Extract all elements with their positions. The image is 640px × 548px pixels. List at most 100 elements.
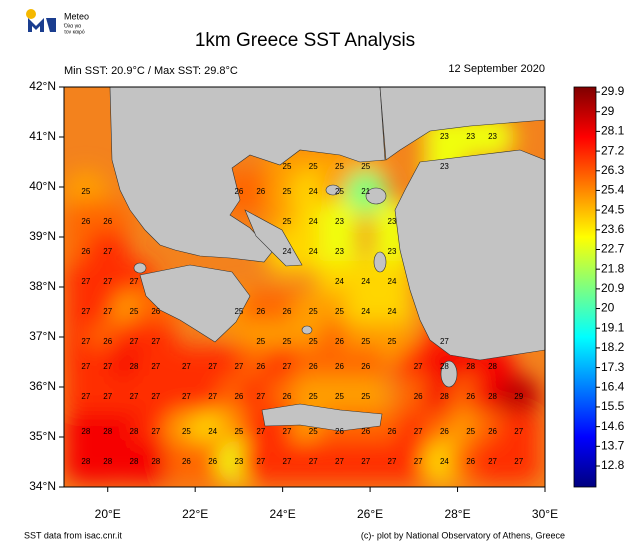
sst-label: 27 bbox=[283, 427, 292, 436]
sst-label: 27 bbox=[256, 457, 265, 466]
colorbar bbox=[573, 86, 597, 488]
sst-label: 25 bbox=[466, 427, 475, 436]
land bbox=[109, 87, 545, 432]
sst-label: 26 bbox=[256, 187, 265, 196]
sst-label: 25 bbox=[256, 337, 265, 346]
sst-label: 26 bbox=[81, 247, 90, 256]
euboea bbox=[244, 209, 303, 267]
sst-label: 28 bbox=[440, 392, 449, 401]
y-tick-label: 42°N bbox=[29, 79, 56, 93]
colorbar-tick-label: 14.6 bbox=[601, 419, 625, 433]
sst-cell bbox=[343, 375, 388, 419]
sst-label: 27 bbox=[388, 457, 397, 466]
sst-label: 27 bbox=[130, 277, 139, 286]
sst-label: 24 bbox=[283, 247, 292, 256]
sst-label: 25 bbox=[309, 337, 318, 346]
sst-label: 24 bbox=[208, 427, 217, 436]
x-tick-label: 24°E bbox=[270, 507, 296, 521]
x-tick-label: 22°E bbox=[182, 507, 208, 521]
sst-cell bbox=[133, 440, 178, 484]
value-labels: 23 23 23 25 25 25 25 23 25 26 26 25 24 25 21 26 26 25 24 23… bbox=[81, 132, 523, 466]
sst-label: 24 bbox=[361, 307, 370, 316]
colorbar-tick-label: 25.4 bbox=[601, 183, 625, 197]
footer-right: (c)- plot by National Observatory of Ath… bbox=[361, 530, 565, 540]
sst-label: 26 bbox=[361, 427, 370, 436]
sst-label: 28 bbox=[488, 392, 497, 401]
sst-label: 21 bbox=[361, 187, 370, 196]
sst-label: 24 bbox=[361, 277, 370, 286]
sst-label: 25 bbox=[283, 337, 292, 346]
logo: Meteo Όλα για τον καιρό bbox=[26, 9, 89, 35]
sst-label: 27 bbox=[514, 457, 523, 466]
peloponnese bbox=[139, 264, 251, 343]
sst-label: 27 bbox=[103, 362, 112, 371]
sst-label: 25 bbox=[335, 307, 344, 316]
sst-label: 26 bbox=[151, 307, 160, 316]
sst-label: 27 bbox=[182, 392, 191, 401]
sst-label: 26 bbox=[335, 362, 344, 371]
sst-label: 25 bbox=[309, 307, 318, 316]
y-tick-label: 34°N bbox=[29, 479, 56, 493]
sst-label: 25 bbox=[361, 337, 370, 346]
sst-label: 27 bbox=[283, 457, 292, 466]
sst-cell bbox=[496, 440, 541, 484]
sst-label: 26 bbox=[283, 307, 292, 316]
sst-label: 26 bbox=[488, 427, 497, 436]
rhodes bbox=[440, 360, 458, 388]
sst-label: 24 bbox=[388, 307, 397, 316]
sst-label: 26 bbox=[440, 427, 449, 436]
sst-label: 25 bbox=[81, 187, 90, 196]
sst-label: 23 bbox=[388, 247, 397, 256]
colorbar-tick-label: 29 bbox=[601, 104, 615, 118]
anatolia bbox=[394, 149, 545, 361]
sst-label: 24 bbox=[440, 457, 449, 466]
sst-label: 27 bbox=[414, 362, 423, 371]
sst-label: 25 bbox=[309, 392, 318, 401]
sst-label: 27 bbox=[309, 457, 318, 466]
sst-label: 26 bbox=[234, 187, 243, 196]
sst-label: 27 bbox=[81, 337, 90, 346]
sst-label: 26 bbox=[256, 307, 265, 316]
sst-label: 26 bbox=[234, 392, 243, 401]
sst-label: 27 bbox=[256, 392, 265, 401]
sst-label: 23 bbox=[440, 132, 449, 141]
y-tick-label: 38°N bbox=[29, 279, 56, 293]
tagline: τον καιρό bbox=[64, 28, 85, 35]
sst-label: 25 bbox=[335, 187, 344, 196]
sst-label: 27 bbox=[208, 392, 217, 401]
sst-label: 27 bbox=[103, 392, 112, 401]
sst-label: 28 bbox=[81, 457, 90, 466]
sst-label: 27 bbox=[103, 247, 112, 256]
sst-label: 26 bbox=[283, 392, 292, 401]
sst-label: 25 bbox=[130, 307, 139, 316]
colorbar-tick-label: 24.5 bbox=[601, 202, 625, 216]
sst-label: 27 bbox=[130, 337, 139, 346]
sst-label: 28 bbox=[103, 457, 112, 466]
axes: 20°E 22°E 24°E 26°E 28°E 30°E 42°N 41°N 40°N 39°N… bbox=[29, 79, 558, 521]
naxos bbox=[301, 325, 313, 335]
sst-label: 27 bbox=[151, 362, 160, 371]
sst-label: 26 bbox=[309, 362, 318, 371]
sst-label: 26 bbox=[361, 362, 370, 371]
colorbar-tick-label: 20.9 bbox=[601, 281, 625, 295]
subtitle: Min SST: 20.9°C / Max SST: 29.8°C bbox=[64, 65, 238, 77]
sst-label: 26 bbox=[414, 392, 423, 401]
colorbar-tick-label: 27.2 bbox=[601, 143, 625, 157]
y-tick-label: 35°N bbox=[29, 429, 56, 443]
y-tick-label: 40°N bbox=[29, 179, 56, 193]
lesbos bbox=[365, 187, 387, 205]
colorbar-tick-label: 17.3 bbox=[601, 360, 625, 374]
brand: Meteo bbox=[64, 11, 89, 21]
chios bbox=[373, 251, 387, 273]
sst-label: 23 bbox=[335, 247, 344, 256]
x-tick-label: 30°E bbox=[532, 507, 558, 521]
sst-label: 27 bbox=[234, 362, 243, 371]
sst-label: 25 bbox=[283, 187, 292, 196]
sst-label: 27 bbox=[151, 392, 160, 401]
sst-label: 28 bbox=[130, 427, 139, 436]
y-tick-label: 41°N bbox=[29, 129, 56, 143]
sst-label: 27 bbox=[103, 277, 112, 286]
sst-label: 27 bbox=[81, 307, 90, 316]
sst-label: 27 bbox=[103, 307, 112, 316]
colorbar-tick-label: 20 bbox=[601, 301, 615, 315]
